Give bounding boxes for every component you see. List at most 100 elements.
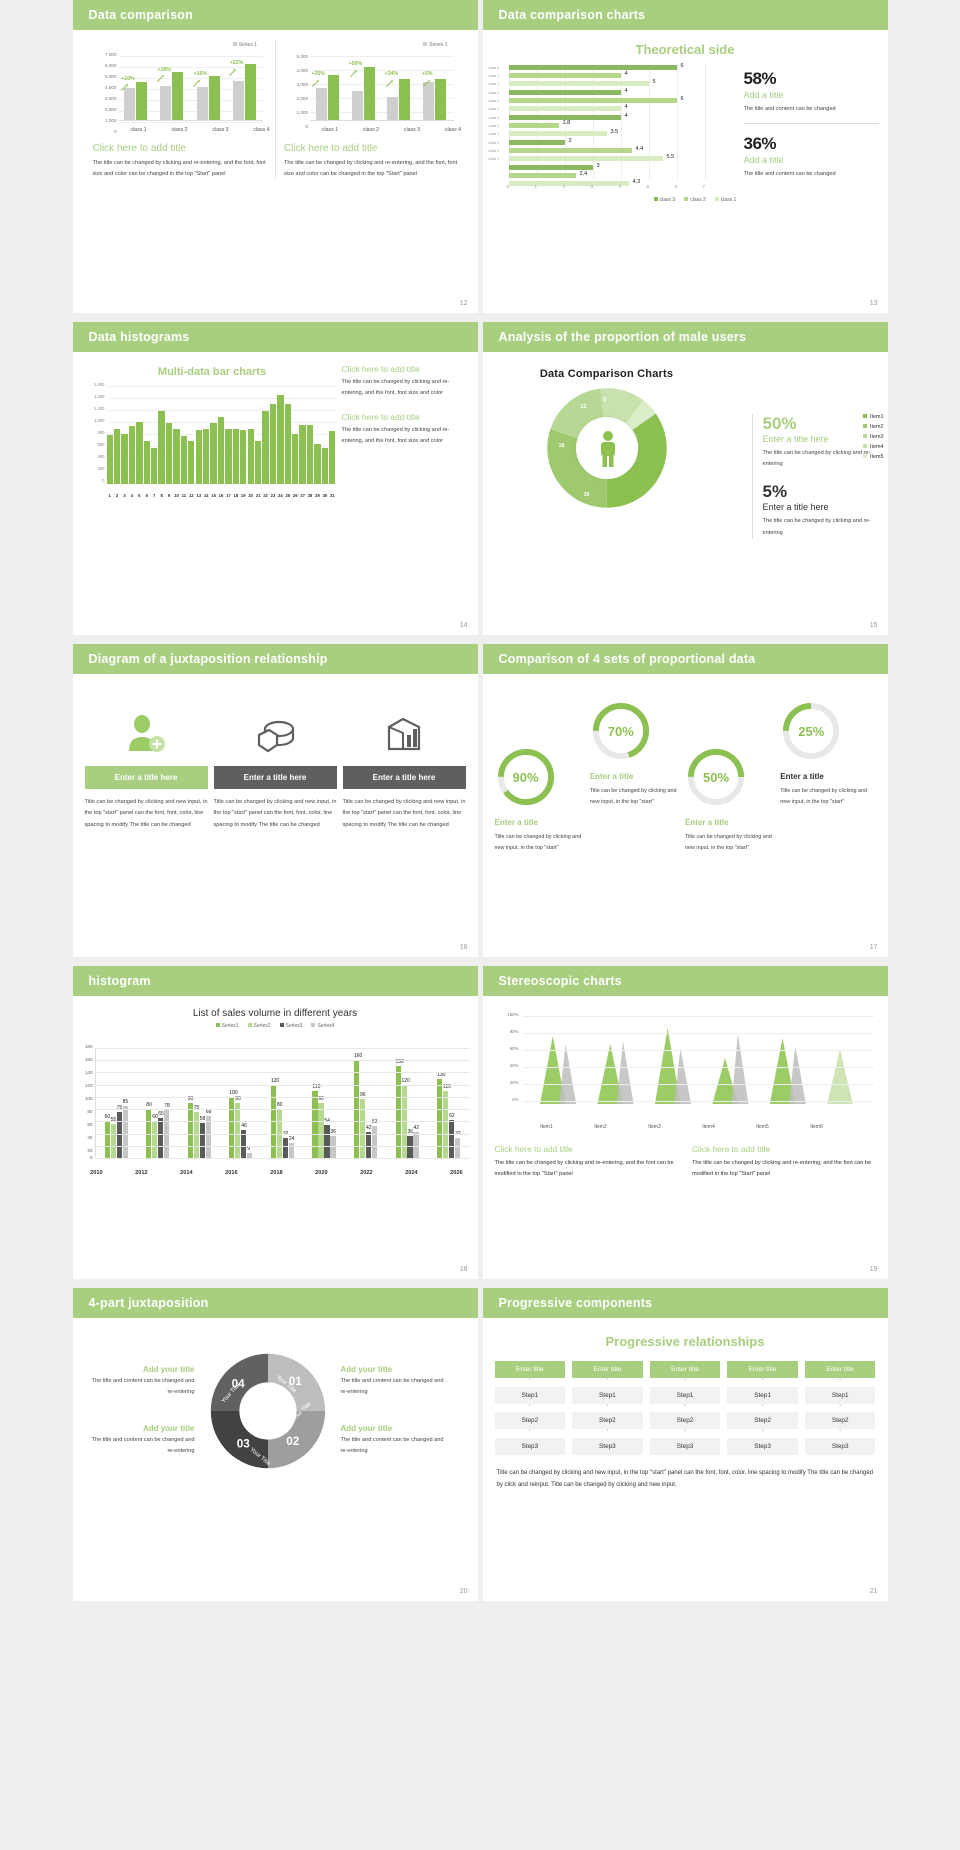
text-heading[interactable]: Add your title: [142, 1424, 195, 1433]
bar-value: 120: [270, 1077, 280, 1084]
slide-15[interactable]: Analysis of the proportion of male users…: [482, 322, 888, 635]
bar: [110, 1124, 116, 1158]
chart-title: Theoretical side: [635, 42, 735, 57]
stat-title[interactable]: Add a title: [743, 90, 784, 100]
table-header-cell[interactable]: Enter title: [727, 1361, 798, 1378]
table-cell[interactable]: Step2: [494, 1412, 566, 1429]
table-cell[interactable]: Step3: [649, 1437, 721, 1455]
bar: [437, 1078, 443, 1158]
bar-value: 80: [276, 1102, 283, 1109]
bar-chart-right: Series 1 5,000 4,000 3,000 2,000 1,000 0: [296, 42, 462, 133]
slide-12[interactable]: Data comparison Series 1 7,000 6,000 5,0…: [72, 0, 478, 313]
panel-heading[interactable]: Click here to add title: [92, 143, 186, 154]
ring-percent: 90%: [512, 769, 539, 785]
stat-title[interactable]: Enter a title here: [762, 434, 829, 444]
slide-20[interactable]: 4-part juxtaposition Add your title The …: [72, 1288, 478, 1601]
bar: [413, 1132, 419, 1158]
panel-heading[interactable]: Click here to add title: [284, 143, 378, 154]
table-cell[interactable]: Step2: [804, 1412, 876, 1429]
table-cell[interactable]: Step1: [649, 1386, 721, 1404]
bar-chart-left: Series 1 7,000 6,000 5,000 4,000 3,000 2…: [105, 42, 270, 134]
histogram-bar: [277, 395, 284, 484]
table-header-cell[interactable]: Enter title: [649, 1361, 721, 1378]
ring-column-4: 25% Enter a title Title can be changed b…: [780, 694, 875, 924]
table-cell[interactable]: Step2: [727, 1412, 798, 1429]
histogram-bar: [254, 441, 262, 484]
slide-20-header: 4-part juxtaposition: [72, 1288, 478, 1318]
table-header-cell[interactable]: Enter title: [804, 1361, 876, 1378]
table-cell[interactable]: Step1: [572, 1386, 643, 1404]
table-cell[interactable]: Step2: [572, 1412, 643, 1429]
table-cell[interactable]: Step3: [572, 1437, 643, 1455]
block-body: The title can be changed by clicking and…: [494, 1160, 674, 1178]
growth-arrow-icon: [385, 79, 393, 88]
bar-value: 75: [117, 1105, 123, 1111]
block-heading[interactable]: Click here to add title: [341, 364, 420, 374]
table-cell[interactable]: Step3: [804, 1437, 876, 1455]
slide-number: 15: [869, 622, 878, 629]
slide-19-header: Stereoscopic charts: [482, 966, 888, 996]
stat-title[interactable]: Enter a title here: [762, 502, 829, 513]
table-cell[interactable]: Step3: [727, 1437, 798, 1455]
x-tick: 11: [181, 493, 187, 498]
x-tick: 21: [255, 493, 261, 498]
title-button[interactable]: Enter a title here: [342, 766, 466, 789]
slide-18-header: histogram: [72, 966, 478, 996]
table-cell[interactable]: Step1: [727, 1386, 798, 1404]
table-header-cell[interactable]: Enter title: [494, 1361, 566, 1378]
ring-title[interactable]: Enter a title: [589, 772, 634, 781]
chart-title: Multi-data bar charts: [157, 366, 267, 378]
slide-16[interactable]: Diagram of a juxtaposition relationship …: [72, 644, 478, 957]
bar: [152, 1121, 158, 1158]
slide-17[interactable]: Comparison of 4 sets of proportional dat…: [482, 644, 888, 957]
histogram-bar: [210, 422, 217, 484]
slide-18[interactable]: histogram List of sales volume in differ…: [72, 966, 478, 1279]
bar-group: [104, 1048, 128, 1158]
x-tick: 12: [188, 493, 194, 498]
bar: [122, 1106, 128, 1158]
x-tick: 2016: [225, 1170, 238, 1176]
block-heading[interactable]: Click here to add title: [341, 411, 420, 422]
slide-19[interactable]: Stereoscopic charts 100% 80% 60% 40% 20% 0%: [482, 966, 888, 1279]
bar: [371, 1125, 378, 1158]
bar-value: 36: [330, 1129, 336, 1135]
building-chart-icon: [343, 706, 466, 762]
ring-percent: 50%: [702, 769, 730, 785]
block-heading[interactable]: Click here to add title: [692, 1144, 771, 1154]
title-button[interactable]: Enter a title here: [84, 766, 208, 789]
table-cell[interactable]: Step1: [804, 1386, 876, 1404]
histogram-bar: [195, 429, 202, 484]
block-heading[interactable]: Click here to add title: [494, 1144, 573, 1154]
table-header-cell[interactable]: Enter title: [572, 1361, 643, 1378]
text-body: The title and content can be changed and…: [91, 1378, 195, 1396]
ring-title[interactable]: Enter a title: [685, 818, 729, 827]
ring-title[interactable]: Enter a title: [780, 772, 824, 781]
table-cell[interactable]: Step3: [494, 1437, 566, 1455]
slide-21[interactable]: Progressive components Progressive relat…: [482, 1288, 888, 1601]
stat-title[interactable]: Add a title: [743, 155, 784, 166]
ring-body: Title can be changed by clicking and new…: [589, 788, 677, 806]
text-heading[interactable]: Add your title: [142, 1365, 195, 1375]
slide-14[interactable]: Data histograms Multi-data bar charts 1,…: [72, 322, 478, 635]
x-tick: 5: [138, 493, 141, 498]
bar: [241, 1129, 247, 1158]
x-tick: 19: [240, 493, 246, 498]
connector-dot: •: [839, 1377, 842, 1383]
ring-title[interactable]: Enter a title: [494, 818, 539, 827]
title-button[interactable]: Enter a title here: [213, 766, 337, 789]
slide-number: 12: [459, 300, 468, 307]
text-body: The title and content can be changed and…: [340, 1378, 444, 1396]
text-heading[interactable]: Add your title: [340, 1424, 393, 1433]
x-tick: 13: [196, 493, 202, 498]
table-cell[interactable]: Step2: [649, 1412, 721, 1429]
bar-value: 65: [158, 1111, 164, 1118]
pie-3d-icon: [214, 706, 337, 762]
histogram-bar: [106, 435, 113, 484]
bar-value: 60: [104, 1114, 111, 1121]
text-heading[interactable]: Add your title: [340, 1365, 393, 1375]
table-cell[interactable]: Step1: [494, 1386, 566, 1404]
slide-number: 13: [869, 300, 878, 307]
slide-13[interactable]: Data comparison charts Theoretical side …: [482, 0, 888, 313]
x-tick: 2020: [315, 1170, 328, 1176]
x-tick: 3: [123, 493, 126, 498]
